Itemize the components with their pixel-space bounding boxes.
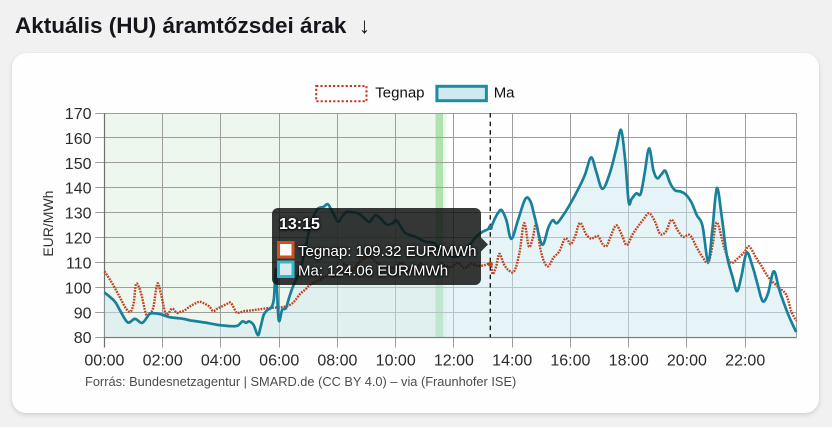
svg-text:08:00: 08:00 [317,353,357,370]
svg-text:Ma: Ma [494,85,515,102]
svg-text:140: 140 [65,181,92,198]
svg-text:00:00: 00:00 [84,353,124,370]
svg-text:100: 100 [65,280,92,297]
svg-text:80: 80 [74,330,92,347]
svg-text:22:00: 22:00 [725,353,765,370]
svg-text:150: 150 [65,156,92,173]
svg-text:Tegnap: Tegnap [375,85,424,102]
svg-text:120: 120 [65,231,92,248]
svg-text:160: 160 [65,131,92,148]
svg-text:02:00: 02:00 [143,353,183,370]
svg-text:10:00: 10:00 [376,353,416,370]
svg-text:16:00: 16:00 [550,353,590,370]
svg-text:06:00: 06:00 [259,353,299,370]
svg-text:Forrás: Bundesnetzagentur | SM: Forrás: Bundesnetzagentur | SMARD.de (CC… [85,374,516,389]
svg-text:EUR/MWh: EUR/MWh [40,191,56,257]
svg-text:110: 110 [66,256,92,273]
svg-text:170: 170 [65,106,92,123]
svg-text:130: 130 [65,206,92,223]
svg-text:14:00: 14:00 [492,353,532,370]
svg-text:04:00: 04:00 [201,353,241,370]
svg-text:20:00: 20:00 [667,353,707,370]
svg-text:Ma: 124.06 EUR/MWh: Ma: 124.06 EUR/MWh [298,263,448,280]
svg-text:90: 90 [74,305,92,322]
svg-text:18:00: 18:00 [609,353,649,370]
svg-text:12:00: 12:00 [434,353,474,370]
svg-text:13:15: 13:15 [279,216,320,233]
svg-text:Tegnap: 109.32 EUR/MWh: Tegnap: 109.32 EUR/MWh [298,243,476,260]
